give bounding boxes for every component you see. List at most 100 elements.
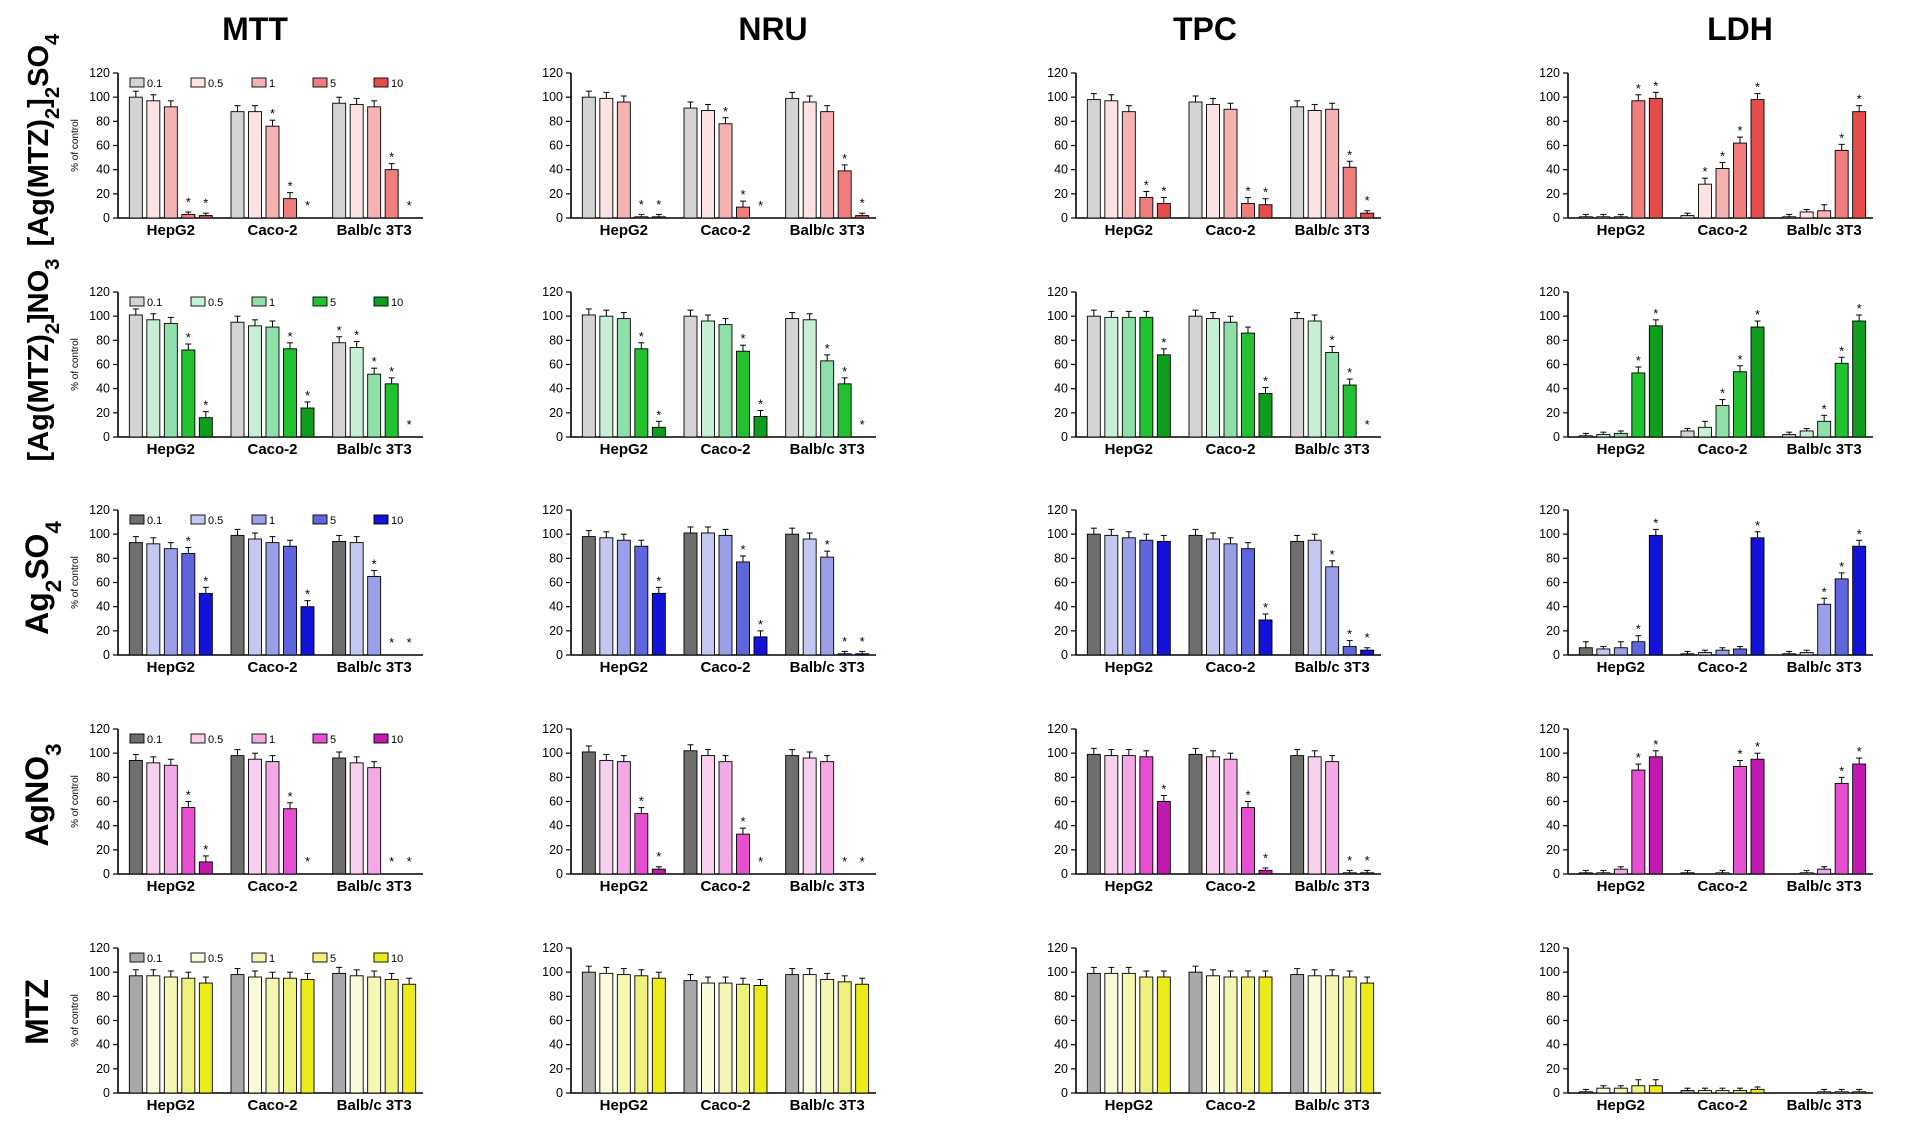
bar	[1086, 99, 1101, 219]
bar	[1360, 649, 1375, 656]
significance-star: *	[1161, 335, 1166, 350]
bar	[1834, 362, 1849, 438]
category-label: Caco-2	[1697, 441, 1747, 458]
y-tick-label: 60	[1054, 358, 1068, 372]
y-tick-label: 0	[556, 1086, 563, 1100]
bar	[1817, 868, 1832, 875]
bar	[1307, 320, 1322, 438]
bar	[753, 416, 768, 438]
bar	[736, 561, 750, 656]
bar	[248, 111, 262, 219]
bar	[1648, 756, 1663, 875]
bar	[332, 102, 347, 219]
bar	[718, 982, 733, 1094]
legend-swatch	[312, 77, 328, 88]
significance-star: *	[407, 635, 412, 650]
bar	[785, 533, 800, 656]
y-tick-label: 60	[96, 795, 110, 809]
legend-swatch	[129, 733, 145, 744]
bar	[855, 653, 870, 656]
y-tick-label: 0	[1553, 1086, 1560, 1100]
row-label-subscript: 2	[41, 580, 66, 592]
y-tick-label: 0	[556, 867, 563, 881]
y-tick-label: 100	[89, 527, 110, 541]
bar	[1121, 537, 1136, 656]
y-tick-label: 0	[556, 211, 563, 225]
y-tick-label: 80	[549, 551, 563, 565]
bar	[1104, 100, 1119, 219]
y-tick-label: 0	[1553, 211, 1560, 225]
legend-swatch	[373, 296, 389, 307]
bar	[1325, 108, 1340, 219]
y-tick-label: 60	[1054, 139, 1068, 153]
y-tick-label: 20	[549, 624, 563, 638]
y-tick-label: 40	[96, 382, 110, 396]
significance-star: *	[723, 104, 728, 119]
bar	[1223, 108, 1238, 219]
bar	[1307, 110, 1322, 219]
bar	[820, 761, 835, 875]
category-label: Balb/c 3T3	[337, 659, 412, 676]
bar	[300, 978, 315, 1094]
chart-panel-nru-row2: 0 20 40 60 80 100 120 * * HepG2 * * Caco-2 * * * Balb/c …	[542, 285, 876, 458]
significance-star: *	[1857, 92, 1862, 107]
legend-label: 10	[391, 78, 403, 90]
significance-star: *	[758, 396, 763, 411]
significance-star: *	[639, 197, 644, 212]
bar	[1206, 318, 1220, 438]
row-label-part: SO	[19, 534, 55, 580]
y-axis-label: % of control	[70, 338, 81, 391]
bar	[802, 538, 817, 656]
row-label-subscript: 4	[42, 33, 64, 45]
significance-star: *	[656, 197, 661, 212]
y-axis-label: % of control	[70, 775, 81, 828]
bar	[753, 985, 768, 1094]
bar	[248, 976, 262, 1094]
bar	[634, 348, 649, 438]
bar	[1086, 972, 1101, 1094]
bar	[1360, 872, 1375, 875]
significance-star: *	[389, 364, 394, 379]
bar	[1578, 435, 1593, 438]
y-tick-label: 100	[1047, 527, 1068, 541]
bar	[1086, 753, 1101, 875]
bar	[1086, 533, 1101, 656]
bar	[1223, 321, 1238, 438]
significance-star: *	[656, 573, 661, 588]
significance-star: *	[1330, 547, 1335, 562]
y-tick-label: 0	[103, 211, 110, 225]
bar	[1223, 543, 1238, 656]
bar	[230, 111, 245, 219]
chart-panel-ldh-row3: 0 20 40 60 80 100 120 * * HepG2 * Caco-2 * * * Balb/c 3…	[1539, 503, 1873, 676]
y-tick-label: 60	[1054, 576, 1068, 590]
bar	[634, 813, 649, 875]
chart-panel-nru-row5: 0 20 40 60 80 100 120 HepG2 Caco-2 Balb/c 3T3	[542, 941, 876, 1114]
significance-star: *	[186, 788, 191, 803]
bar	[1342, 976, 1357, 1094]
bar	[1613, 647, 1628, 656]
bar	[1613, 1087, 1628, 1094]
significance-star: *	[203, 398, 208, 413]
bar	[1241, 203, 1255, 219]
significance-star: *	[1653, 306, 1658, 321]
significance-star: *	[1636, 353, 1641, 368]
significance-star: *	[1653, 78, 1658, 93]
bar	[1206, 975, 1220, 1094]
category-label: HepG2	[1105, 441, 1153, 458]
significance-star: *	[270, 106, 275, 121]
significance-star: *	[1347, 627, 1352, 642]
y-tick-label: 60	[1546, 1014, 1560, 1028]
bar	[683, 107, 698, 219]
y-tick-label: 80	[1054, 114, 1068, 128]
legend-swatch	[251, 952, 267, 963]
bar	[736, 350, 750, 438]
y-tick-label: 20	[96, 406, 110, 420]
y-tick-label: 40	[1546, 600, 1560, 614]
significance-star: *	[1330, 332, 1335, 347]
bar	[1680, 430, 1695, 438]
bar	[1698, 183, 1712, 219]
y-tick-label: 80	[549, 333, 563, 347]
bar	[198, 592, 213, 656]
bar	[718, 123, 733, 219]
bar	[1613, 432, 1628, 438]
